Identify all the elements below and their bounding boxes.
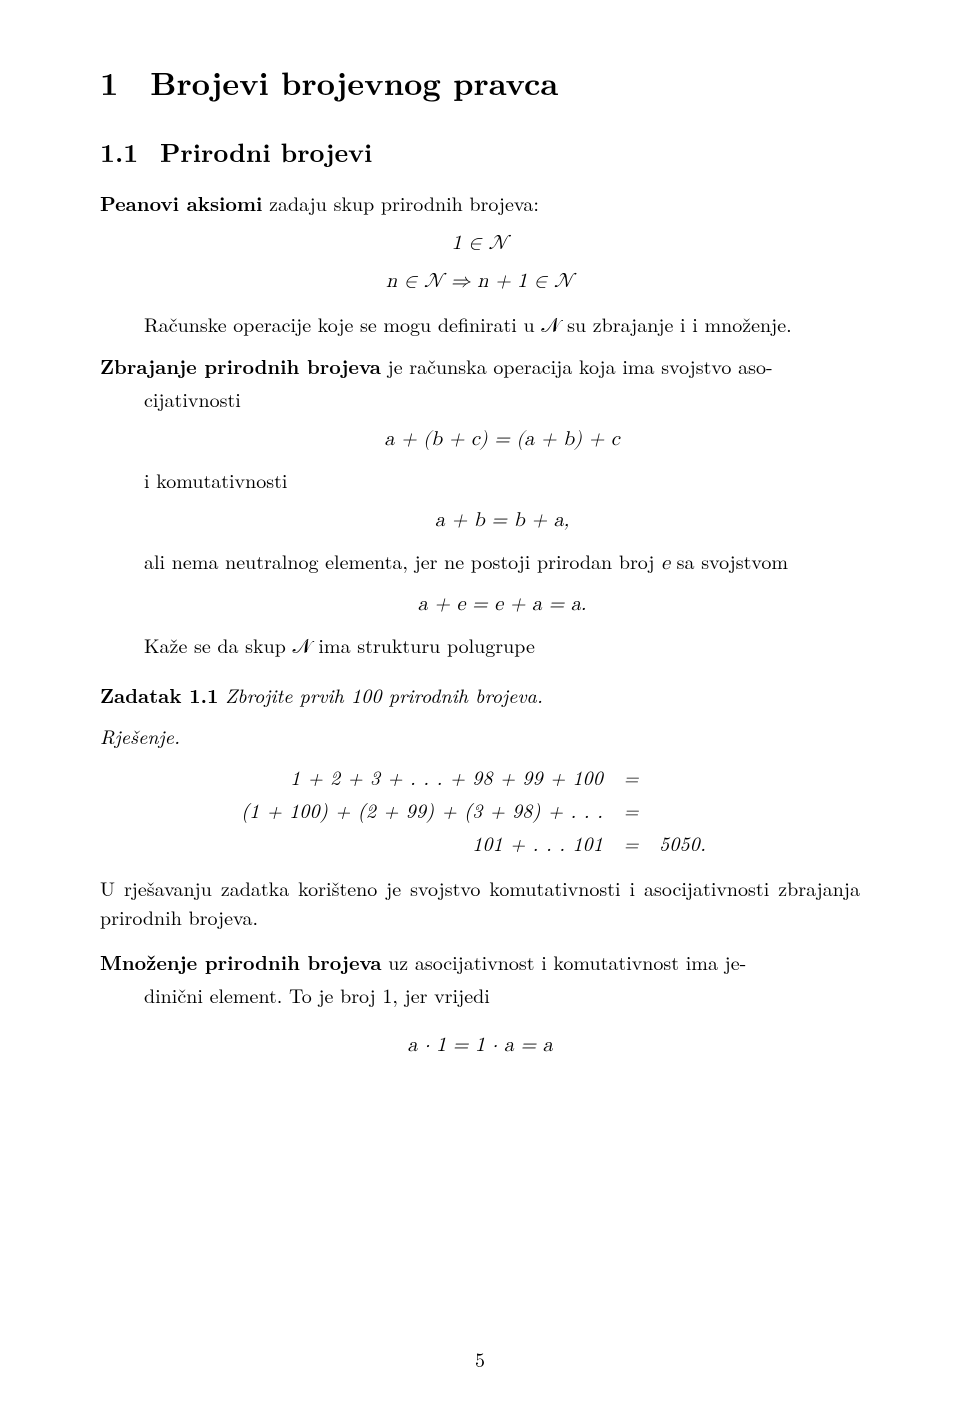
section-title: Brojevi brojevnog pravca [150, 60, 558, 105]
semigroup-sentence: Kaže se da skup 𝒩 ima strukturu polugrup… [144, 630, 860, 662]
addition-block: Zbrajanje prirodnih brojeva je računska … [100, 351, 860, 662]
solution-row-1: 1 + 2 + 3 + . . . + 98 + 99 + 100 = [233, 760, 727, 793]
ops-set: 𝒩 [541, 315, 560, 337]
addition-comm-label: i komutativnosti [144, 465, 860, 494]
mult-rest-a: uz asocijativnost i komutativnost ima je… [382, 947, 747, 976]
sol-rhs-2 [651, 793, 727, 826]
solution-row-2: (1 + 100) + (2 + 99) + (3 + 98) + . . . … [233, 793, 727, 826]
addition-neutral-eq: a + e = e + a = a. [144, 592, 860, 616]
neutral-pre: ali nema neutralnog elementa, jer ne pos… [144, 546, 661, 575]
mult-identity: a · 1 = 1 · a = a [100, 1033, 860, 1057]
page-number: 5 [0, 1344, 960, 1373]
addition-lead: Zbrajanje prirodnih brojeva [100, 351, 381, 380]
neutral-var: e [661, 553, 670, 573]
subsection-heading: 1.1 Prirodni brojevi [100, 133, 860, 170]
neutral-post: sa svojstvom [670, 546, 788, 575]
solution-equation-table: 1 + 2 + 3 + . . . + 98 + 99 + 100 = (1 +… [233, 760, 727, 859]
mult-para: Množenje prirodnih brojeva uz asocijativ… [100, 947, 860, 976]
sol-lhs-1: 1 + 2 + 3 + . . . + 98 + 99 + 100 [233, 760, 611, 793]
ops-post: su zbrajanje i i množenje. [560, 309, 791, 338]
addition-para-1: Zbrajanje prirodnih brojeva je računska … [100, 351, 860, 380]
section-number: 1 [100, 60, 138, 105]
mult-inner: dinični element. To je broj 1, jer vrije… [144, 980, 860, 1009]
sol-rhs-3: 5050. [651, 826, 727, 859]
addition-rest-1: je računska operacija koja ima svojstvo … [381, 351, 773, 380]
semigroup-pre: Kaže se da skup [144, 630, 293, 659]
mult-rest-b: dinični element. To je broj 1, jer vrije… [144, 980, 860, 1009]
subsection-title: Prirodni brojevi [160, 133, 372, 170]
axiom-line-1: 1 ∈ 𝒩 [100, 231, 860, 255]
subsection-number: 1.1 [100, 133, 150, 170]
mult-lead: Množenje prirodnih brojeva [100, 947, 382, 976]
semigroup-post: ima strukturu polugrupe [312, 630, 535, 659]
sol-lhs-3: 101 + . . . 101 [233, 826, 611, 859]
intro-lead: Peanovi aksiomi [100, 188, 262, 217]
ops-pre: Računske operacije koje se mogu definira… [144, 309, 541, 338]
addition-inner: cijativnosti a + (b + c) = (a + b) + c i… [144, 384, 860, 662]
operations-sentence: Računske operacije koje se mogu definira… [144, 309, 860, 341]
addition-neutral-para: ali nema neutralnog elementa, jer ne pos… [144, 546, 860, 578]
solution-label: Rješenje. [100, 721, 860, 750]
task-desc: Zbrojite prvih 100 prirodnih brojeva. [225, 680, 543, 709]
solution-row-3: 101 + . . . 101 = 5050. [233, 826, 727, 859]
sol-eq-2: = [611, 793, 651, 826]
sol-eq-3: = [611, 826, 651, 859]
intro-paragraph: Peanovi aksiomi zadaju skup prirodnih br… [100, 188, 860, 217]
multiplication-block: Množenje prirodnih brojeva uz asocijativ… [100, 947, 860, 1057]
axiom-line-2: n ∈ 𝒩 ⇒ n + 1 ∈ 𝒩 [100, 269, 860, 293]
addition-rest-1b: cijativnosti [144, 384, 860, 413]
addition-assoc: a + (b + c) = (a + b) + c [144, 427, 860, 451]
sol-eq-1: = [611, 760, 651, 793]
intro-rest: zadaju skup prirodnih brojeva: [262, 188, 538, 217]
addition-comm: a + b = b + a, [144, 508, 860, 532]
sol-rhs-1 [651, 760, 727, 793]
page: 1 Brojevi brojevnog pravca 1.1 Prirodni … [0, 0, 960, 1403]
solution-explain: U rješavanju zadatka korišteno je svojst… [100, 873, 860, 931]
task-1-1: Zadatak 1.1 Zbrojite prvih 100 prirodnih… [100, 680, 860, 709]
section-heading: 1 Brojevi brojevnog pravca [100, 60, 860, 105]
task-label: Zadatak 1.1 [100, 680, 219, 709]
sol-lhs-2: (1 + 100) + (2 + 99) + (3 + 98) + . . . [233, 793, 611, 826]
semigroup-set: 𝒩 [293, 636, 312, 658]
